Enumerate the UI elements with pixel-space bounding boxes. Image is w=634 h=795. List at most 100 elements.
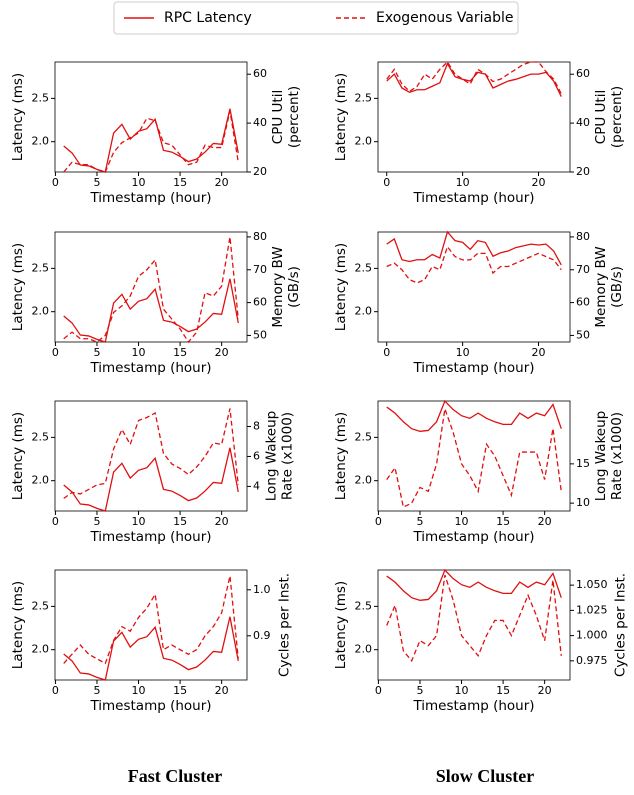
y2-tick-label: 1.025 xyxy=(576,603,608,616)
x-tick-label: 10 xyxy=(455,684,469,697)
y-axis-label: Latency (ms) xyxy=(333,73,349,161)
legend-label: RPC Latency xyxy=(164,10,252,26)
y-tick-label: 2.0 xyxy=(355,643,373,656)
y2-tick-label: 80 xyxy=(576,230,590,243)
y2-axis-label: Long Wakeup xyxy=(593,411,609,502)
x-axis-label: Timestamp (hour) xyxy=(412,190,534,206)
y2-tick-label: 1.050 xyxy=(576,578,608,591)
series-line xyxy=(63,110,239,173)
y2-axis-label: (percent) xyxy=(286,86,302,148)
y-axis-label: Latency (ms) xyxy=(10,412,26,500)
plot-area xyxy=(377,231,571,343)
x-tick-label: 15 xyxy=(173,515,187,528)
y2-axis-label: Memory BW xyxy=(593,246,609,327)
y2-tick-label: 0.975 xyxy=(576,654,608,667)
x-tick-label: 20 xyxy=(215,515,229,528)
x-tick-label: 10 xyxy=(456,176,470,189)
x-tick-label: 0 xyxy=(52,176,59,189)
y2-axis-label: CPU Util xyxy=(593,90,609,144)
y-tick-label: 2.5 xyxy=(355,91,373,104)
x-tick-label: 20 xyxy=(532,176,546,189)
x-tick-label: 15 xyxy=(496,515,510,528)
y-axis-label: Latency (ms) xyxy=(10,73,26,161)
y2-tick-label: 1.0 xyxy=(253,583,271,596)
y2-axis-label: CPU Util xyxy=(270,90,286,144)
y2-tick-label: 4 xyxy=(253,479,260,492)
x-tick-label: 15 xyxy=(173,684,187,697)
y2-axis-label: (GB/s) xyxy=(609,266,625,308)
y2-tick-label: 6 xyxy=(253,449,260,462)
x-tick-label: 10 xyxy=(456,346,470,359)
y-tick-label: 2.5 xyxy=(32,599,50,612)
y2-tick-label: 20 xyxy=(576,165,590,178)
y2-tick-label: 60 xyxy=(253,67,267,80)
y2-tick-label: 50 xyxy=(253,328,267,341)
x-axis-label: Timestamp (hour) xyxy=(412,360,534,376)
x-tick-label: 5 xyxy=(93,515,100,528)
y-tick-label: 2.0 xyxy=(32,643,50,656)
y2-axis-label: Cycles per Inst. xyxy=(613,573,629,677)
series-line xyxy=(386,62,562,97)
series-line xyxy=(386,408,562,509)
y2-axis-label: Rate (x1000) xyxy=(609,412,625,500)
y2-tick-label: 10 xyxy=(576,496,590,509)
x-tick-label: 0 xyxy=(375,515,382,528)
series-line xyxy=(63,236,239,344)
x-tick-label: 10 xyxy=(132,346,146,359)
series-line xyxy=(386,574,562,663)
y2-axis-label: (GB/s) xyxy=(286,266,302,308)
x-tick-label: 5 xyxy=(93,684,100,697)
y-tick-label: 2.5 xyxy=(32,91,50,104)
y-tick-label: 2.5 xyxy=(355,599,373,612)
y2-tick-label: 60 xyxy=(576,67,590,80)
series-line xyxy=(63,575,239,665)
legend-label: Exogenous Variable xyxy=(376,10,514,26)
y-tick-label: 2.0 xyxy=(32,305,50,318)
plot-area xyxy=(377,61,571,173)
x-tick-label: 20 xyxy=(215,684,229,697)
y-tick-label: 2.0 xyxy=(355,305,373,318)
y-axis-label: Latency (ms) xyxy=(333,581,349,669)
y-tick-label: 2.5 xyxy=(355,430,373,443)
legend-box xyxy=(113,1,519,35)
y-tick-label: 2.5 xyxy=(355,261,373,274)
x-tick-label: 0 xyxy=(383,346,390,359)
y2-tick-label: 60 xyxy=(253,296,267,309)
plot-area xyxy=(54,61,248,173)
x-tick-label: 20 xyxy=(538,515,552,528)
y2-tick-label: 8 xyxy=(253,419,260,432)
y-axis-label: Latency (ms) xyxy=(10,243,26,331)
y2-tick-label: 60 xyxy=(576,296,590,309)
x-tick-label: 5 xyxy=(416,684,423,697)
y-tick-label: 2.0 xyxy=(355,474,373,487)
column-title: Fast Cluster xyxy=(128,766,222,786)
x-tick-label: 10 xyxy=(132,515,146,528)
x-tick-label: 5 xyxy=(93,346,100,359)
x-tick-label: 15 xyxy=(173,176,187,189)
y2-axis-label: Cycles per Inst. xyxy=(277,573,293,677)
x-tick-label: 10 xyxy=(132,684,146,697)
y2-tick-label: 1.000 xyxy=(576,629,608,642)
series-line xyxy=(63,278,239,343)
x-tick-label: 15 xyxy=(496,684,510,697)
y-tick-label: 2.0 xyxy=(32,135,50,148)
y2-tick-label: 0.9 xyxy=(253,629,271,642)
series-line xyxy=(63,108,239,173)
y-axis-label: Latency (ms) xyxy=(10,581,26,669)
y-axis-label: Latency (ms) xyxy=(333,412,349,500)
y2-tick-label: 70 xyxy=(576,263,590,276)
y2-tick-label: 70 xyxy=(253,263,267,276)
y2-tick-label: 50 xyxy=(576,328,590,341)
series-line xyxy=(386,245,562,284)
column-title: Slow Cluster xyxy=(436,766,535,786)
plot-area xyxy=(377,569,571,681)
y2-tick-label: 40 xyxy=(253,116,267,129)
y-tick-label: 2.5 xyxy=(32,430,50,443)
x-tick-label: 20 xyxy=(215,176,229,189)
x-tick-label: 20 xyxy=(215,346,229,359)
x-tick-label: 15 xyxy=(173,346,187,359)
series-line xyxy=(386,60,562,95)
x-tick-label: 5 xyxy=(416,515,423,528)
x-tick-label: 20 xyxy=(538,684,552,697)
